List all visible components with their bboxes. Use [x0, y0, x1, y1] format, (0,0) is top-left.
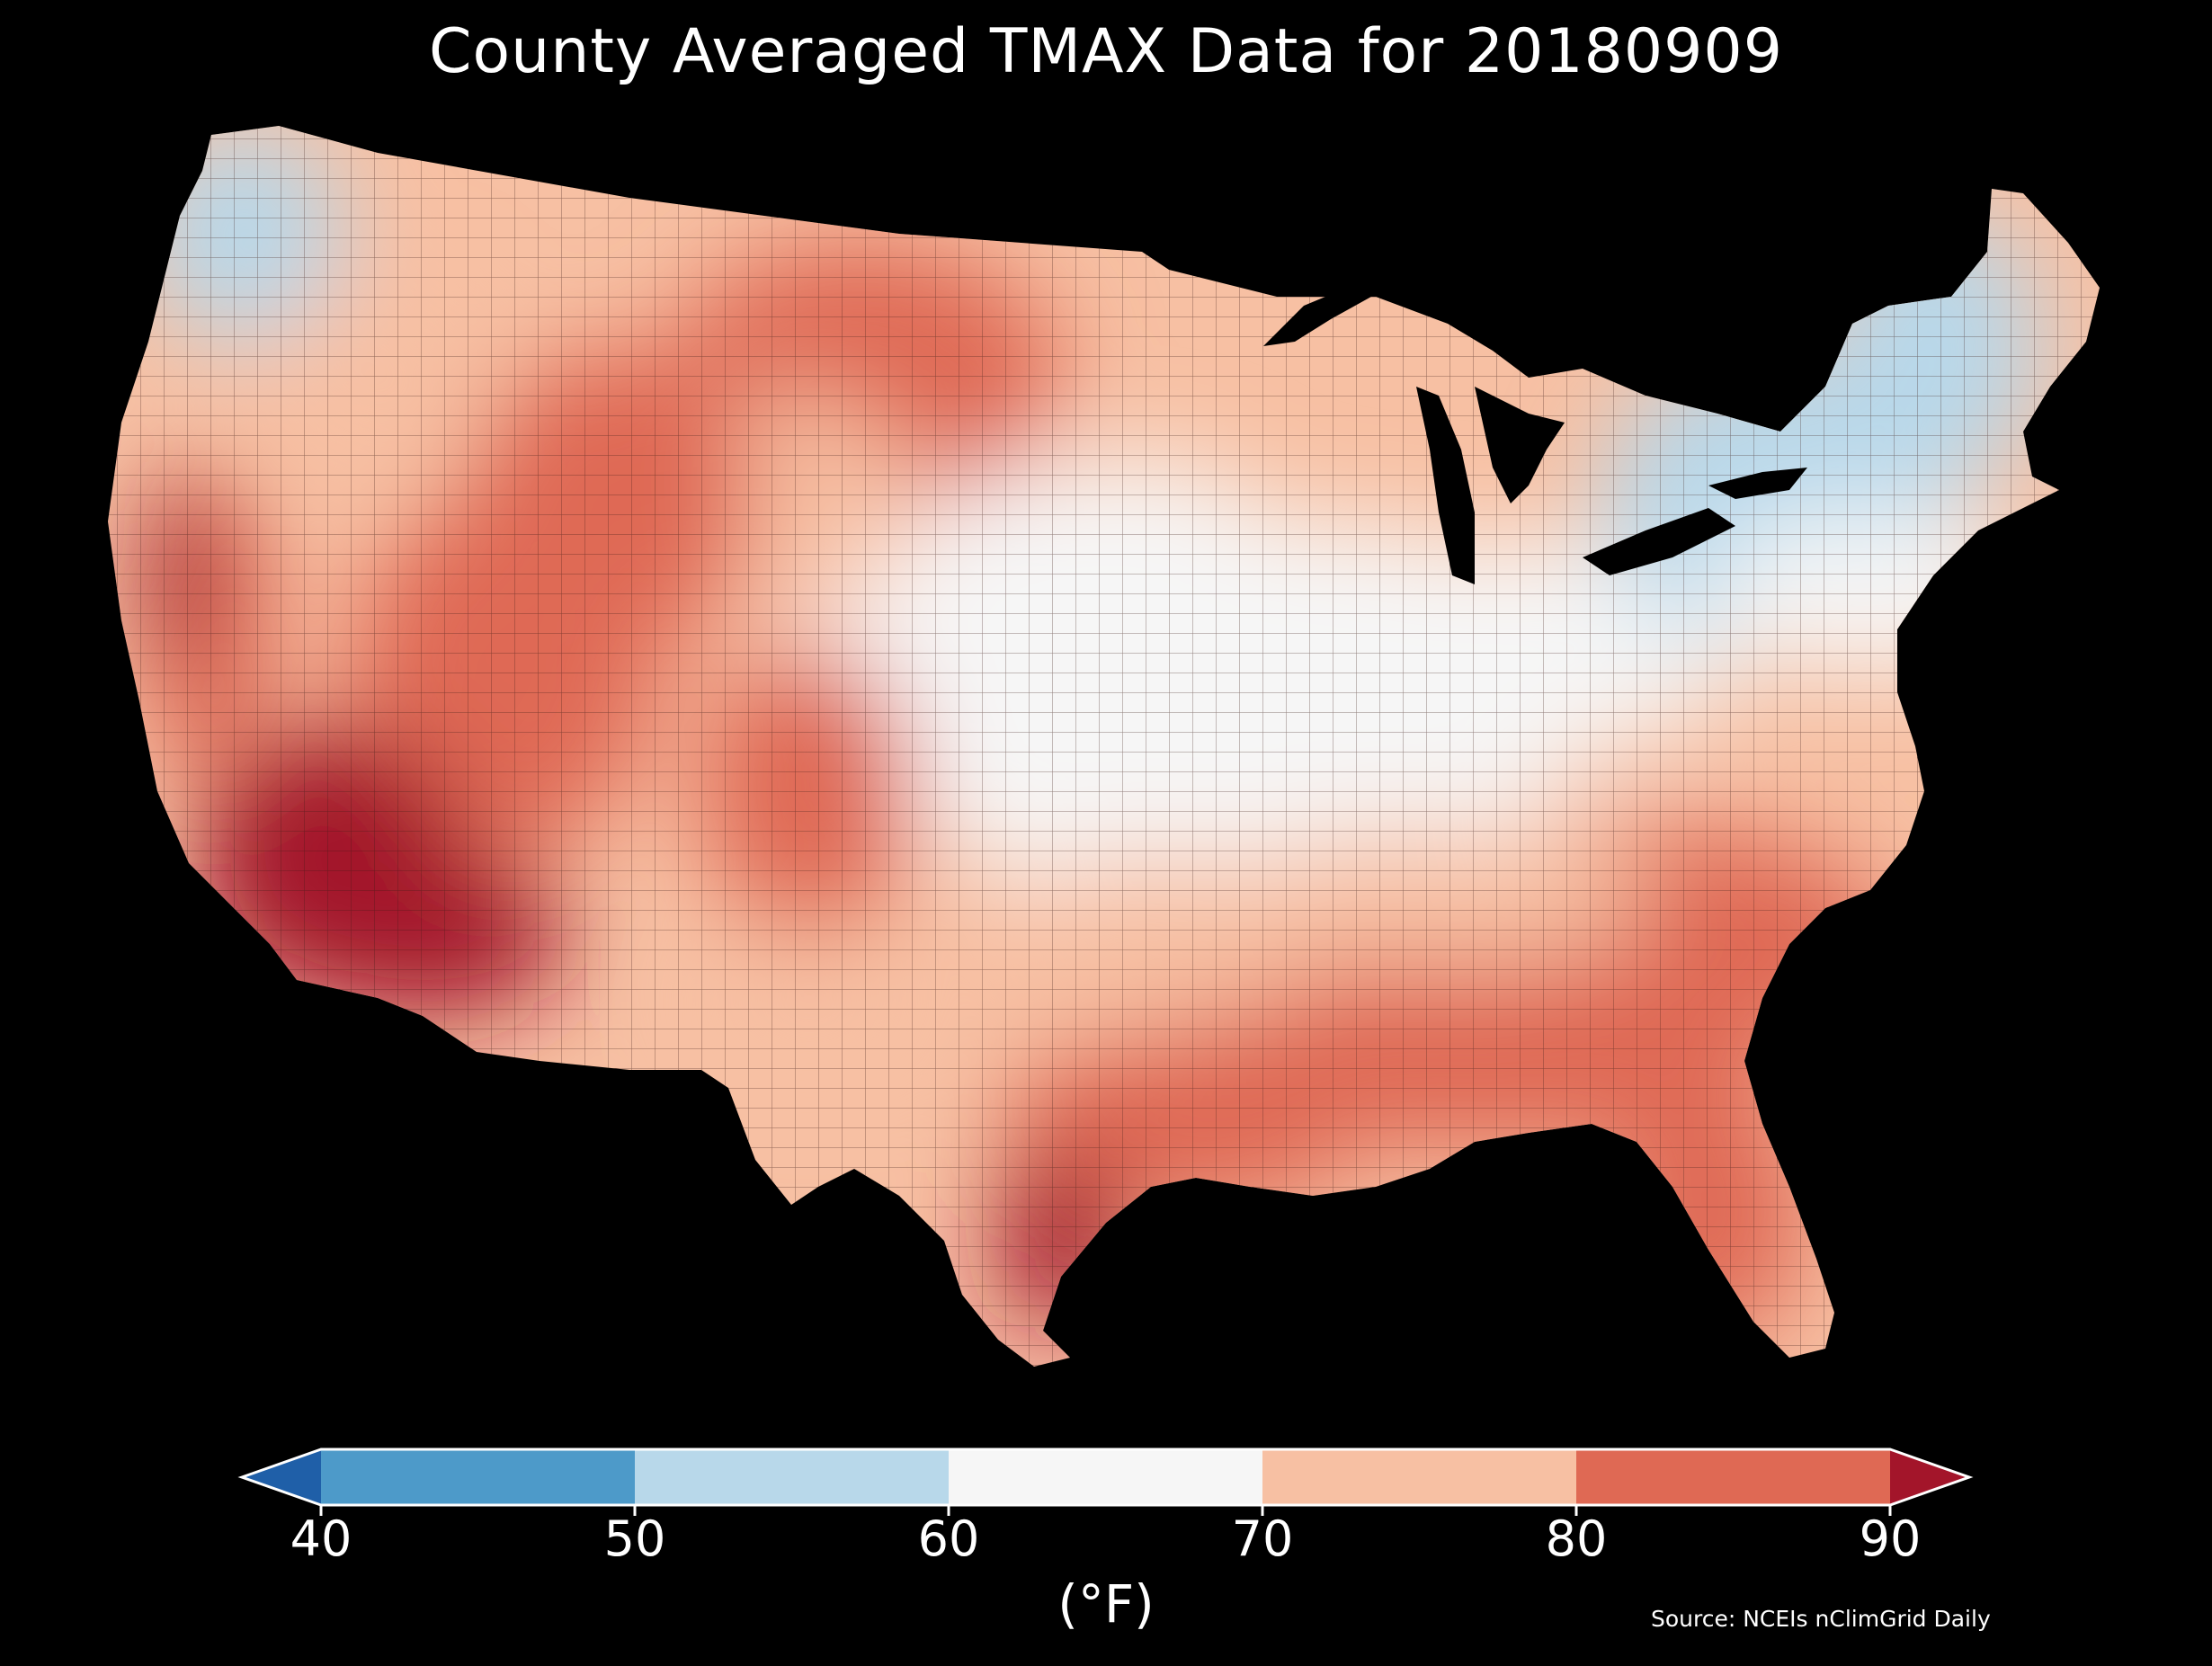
colorbar-tick-40: 40 — [290, 1510, 352, 1567]
source-credit: Source: NCEIs nClimGrid Daily — [1651, 1606, 1991, 1632]
colorbar-extend-high — [1890, 1449, 1969, 1505]
colorbar-bin-50-60 — [635, 1449, 949, 1505]
great-lakes — [1263, 274, 1807, 584]
colorbar-tick-80: 80 — [1545, 1510, 1608, 1567]
colorbar-bin-60-70 — [949, 1449, 1262, 1505]
colorbar-tick-50: 50 — [603, 1510, 666, 1567]
colorbar-bin-80-90 — [1576, 1449, 1890, 1505]
colorbar-tick-70: 70 — [1231, 1510, 1294, 1567]
colorbar-tick-60: 60 — [917, 1510, 980, 1567]
colorbar-units-label: (°F) — [1057, 1573, 1155, 1635]
colorbar-bin-70-80 — [1262, 1449, 1576, 1505]
colorbar-bin-40-50 — [321, 1449, 635, 1505]
map-title: County Averaged TMAX Data for 20180909 — [429, 16, 1783, 87]
colorbar-tick-90: 90 — [1859, 1510, 1922, 1567]
colorbar-extend-low — [242, 1449, 321, 1505]
